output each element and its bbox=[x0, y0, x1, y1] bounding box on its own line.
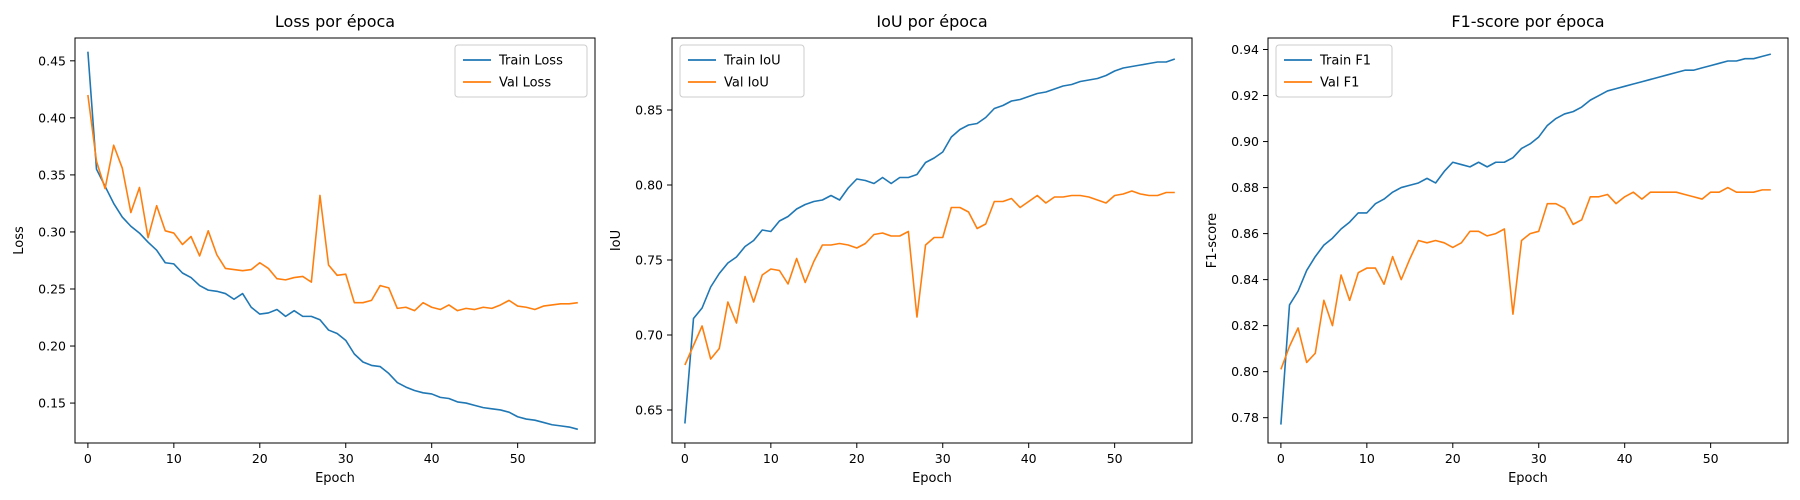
y-tick-label: 0.94 bbox=[1231, 42, 1259, 57]
x-tick-label: 0 bbox=[84, 451, 92, 466]
chart-panel-3: F1-score por época 0 10 20 30 40 50 0.78 0.80 0.8… bbox=[1205, 12, 1789, 486]
x-axis-label: Epoch bbox=[1508, 471, 1548, 486]
y-tick-label: 0.80 bbox=[635, 178, 663, 193]
y-tick-label: 0.35 bbox=[38, 167, 66, 182]
x-tick-label: 20 bbox=[252, 451, 268, 466]
x-tick-label: 10 bbox=[763, 451, 779, 466]
legend: Train IoU Val IoU bbox=[679, 44, 805, 98]
legend-label: Val Loss bbox=[499, 76, 551, 91]
x-tick-label: 40 bbox=[424, 451, 440, 466]
chart-title: IoU por época bbox=[876, 12, 987, 31]
axes-frame bbox=[671, 37, 1193, 444]
chart-title: F1-score por época bbox=[1451, 12, 1604, 31]
y-tick-label: 0.75 bbox=[635, 253, 663, 268]
y-axis-label: Loss bbox=[12, 226, 27, 255]
legend-label: Val IoU bbox=[724, 76, 769, 91]
y-tick-label: 0.90 bbox=[1231, 134, 1259, 149]
x-tick-label: 20 bbox=[849, 451, 865, 466]
chart-panel-2: IoU por época 0 10 20 30 40 50 0.65 0.70 0.75 0.80… bbox=[609, 12, 1193, 486]
legend-label: Val F1 bbox=[1320, 76, 1359, 91]
chart-panel-1: Loss por época 0 10 20 30 40 50 0.15 0.20 0.25 0.3… bbox=[12, 12, 596, 486]
legend-box bbox=[679, 44, 805, 98]
legend-label: Train IoU bbox=[723, 54, 781, 69]
x-tick-label: 40 bbox=[1021, 451, 1037, 466]
chart-title: Loss por época bbox=[275, 12, 395, 31]
y-tick-label: 0.30 bbox=[38, 224, 66, 239]
y-axis-label: IoU bbox=[609, 230, 624, 251]
series-line-val-loss bbox=[87, 94, 578, 312]
y-tick-label: 0.86 bbox=[1231, 226, 1259, 241]
y-tick-label: 0.45 bbox=[38, 53, 66, 68]
x-tick-label: 30 bbox=[935, 451, 951, 466]
y-tick-label: 0.84 bbox=[1231, 272, 1259, 287]
x-tick-label: 0 bbox=[1277, 451, 1285, 466]
legend: Train F1 Val F1 bbox=[1275, 44, 1393, 98]
series-line-train-loss bbox=[87, 51, 579, 431]
y-axis-label: F1-score bbox=[1205, 213, 1220, 268]
x-axis-label: Epoch bbox=[315, 471, 355, 486]
x-tick-label: 40 bbox=[1617, 451, 1633, 466]
y-tick-label: 0.80 bbox=[1231, 364, 1259, 379]
y-tick-label: 0.65 bbox=[635, 403, 663, 418]
y-tick-label: 0.85 bbox=[635, 103, 663, 118]
y-tick-label: 0.92 bbox=[1231, 88, 1259, 103]
axes-frame bbox=[74, 37, 596, 444]
series-line-val-f1 bbox=[1280, 186, 1771, 370]
x-axis-label: Epoch bbox=[912, 471, 952, 486]
legend-label: Train Loss bbox=[498, 54, 563, 69]
y-tick-label: 0.70 bbox=[635, 328, 663, 343]
x-tick-label: 30 bbox=[1531, 451, 1547, 466]
series-line-train-f1 bbox=[1280, 53, 1772, 425]
x-tick-label: 50 bbox=[1703, 451, 1719, 466]
y-tick-label: 0.15 bbox=[38, 396, 66, 411]
y-tick-label: 0.88 bbox=[1231, 180, 1259, 195]
y-tick-label: 0.40 bbox=[38, 110, 66, 125]
axes-frame bbox=[1267, 37, 1789, 444]
y-tick-label: 0.25 bbox=[38, 281, 66, 296]
x-tick-label: 0 bbox=[681, 451, 689, 466]
x-tick-label: 10 bbox=[1359, 451, 1375, 466]
legend-box bbox=[1275, 44, 1393, 98]
x-tick-label: 30 bbox=[338, 451, 354, 466]
legend: Train Loss Val Loss bbox=[454, 44, 588, 98]
x-tick-label: 10 bbox=[166, 451, 182, 466]
y-tick-label: 0.20 bbox=[38, 339, 66, 354]
series-line-val-iou bbox=[684, 190, 1175, 366]
y-tick-label: 0.82 bbox=[1231, 318, 1259, 333]
x-tick-label: 50 bbox=[510, 451, 526, 466]
y-tick-label: 0.78 bbox=[1231, 410, 1259, 425]
legend-label: Train F1 bbox=[1319, 54, 1371, 69]
x-tick-label: 50 bbox=[1107, 451, 1123, 466]
series-line-train-iou bbox=[684, 58, 1176, 424]
legend-box bbox=[454, 44, 588, 98]
x-tick-label: 20 bbox=[1445, 451, 1461, 466]
